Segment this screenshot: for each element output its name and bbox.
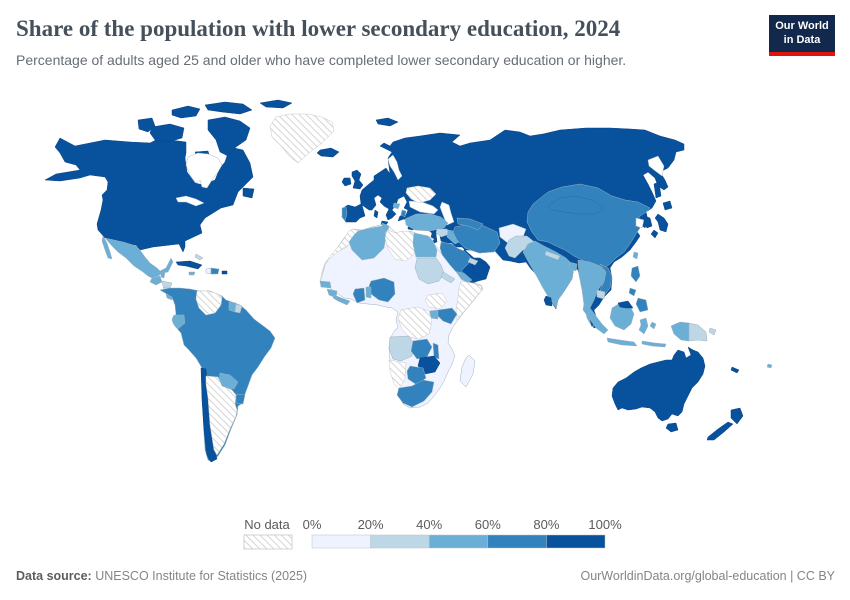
svg-text:0%: 0% <box>303 517 322 532</box>
svg-text:No data: No data <box>244 517 290 532</box>
svg-text:80%: 80% <box>533 517 559 532</box>
svg-text:100%: 100% <box>588 517 622 532</box>
svg-text:40%: 40% <box>416 517 442 532</box>
svg-text:60%: 60% <box>475 517 501 532</box>
svg-text:20%: 20% <box>358 517 384 532</box>
